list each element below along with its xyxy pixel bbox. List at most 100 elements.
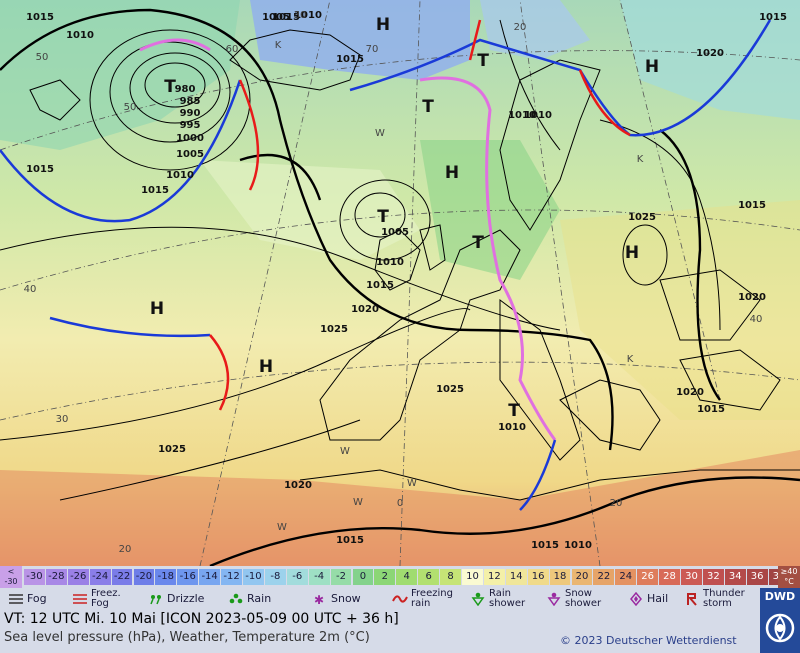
isobar-value-label: 1020 xyxy=(284,480,312,491)
legend-thunderstorm-line2: storm xyxy=(703,598,732,609)
isobar-value-label: 1015 xyxy=(336,535,364,546)
rain-shower-icon xyxy=(471,592,485,606)
legend-snow-label: Snow xyxy=(331,592,361,605)
chart-info: VT: 12 UTC Mi. 10 Mai [ICON 2023-05-09 0… xyxy=(0,610,760,653)
isobar-value-label: 1010 xyxy=(498,422,526,433)
temperature-isoline-label: W xyxy=(277,522,287,533)
legend-rain-shower-line1: Rain xyxy=(489,588,511,599)
scale-max-value: ≥40 xyxy=(780,567,798,576)
scale-cell: 2 xyxy=(374,569,396,585)
rain-icon xyxy=(229,593,243,604)
dwd-swirl-icon xyxy=(765,613,795,643)
isobar-value-label: 1005 xyxy=(262,12,290,23)
high-pressure-label: H xyxy=(625,243,639,263)
scale-cell: 28 xyxy=(659,569,680,585)
legend-hail-label: Hail xyxy=(647,592,669,605)
scale-cell: 8 xyxy=(440,569,461,585)
legend-fog-label: Fog xyxy=(27,592,47,605)
high-pressure-label: H xyxy=(645,57,659,77)
scale-cell: -20 xyxy=(133,569,155,585)
temperature-isoline-label: 30 xyxy=(56,414,69,425)
isobar-value-label: 1020 xyxy=(676,387,704,398)
low-pressure-label: T xyxy=(422,97,434,117)
scale-cell: 4 xyxy=(396,569,418,585)
temperature-isoline-label: K xyxy=(627,354,634,365)
temperature-isoline-label: 20 xyxy=(119,544,132,555)
scale-cell: -14 xyxy=(199,569,221,585)
temperature-isoline-label: 70 xyxy=(366,44,379,55)
legend-rain-shower-label: Rain shower xyxy=(489,589,525,609)
low-pressure-label: T xyxy=(477,51,489,71)
temperature-isoline-label: 30 xyxy=(294,10,307,21)
legend-snow-shower: Snow shower xyxy=(546,588,601,610)
scale-cell: -2 xyxy=(330,569,352,585)
scale-cell: -22 xyxy=(111,569,133,585)
freezing-fog-icon xyxy=(73,594,87,604)
low-pressure-label: T xyxy=(472,233,484,253)
weather-legend: Fog Freez. Fog Drizzle Rain ✱ Snow Freezi… xyxy=(0,588,760,610)
isobar-value-label: 1025 xyxy=(436,384,464,395)
scale-cell: 20 xyxy=(571,569,593,585)
scale-max-unit: °C xyxy=(784,577,794,586)
isobar-value-label: 1015 xyxy=(336,54,364,65)
isobar-value-label: 1010 xyxy=(294,10,322,21)
hail-icon xyxy=(630,592,642,606)
temperature-isoline-label: W xyxy=(407,478,417,489)
isobar-value-label: 1010 xyxy=(564,540,592,551)
legend-snow-shower-line2: shower xyxy=(565,598,602,609)
scale-cell: -6 xyxy=(286,569,308,585)
legend-freezing-fog-line2: Fog xyxy=(91,598,109,609)
scale-cell: -24 xyxy=(89,569,111,585)
isobar-value-label: 1015 xyxy=(697,404,725,415)
isobar-value-label: 995 xyxy=(180,120,201,131)
scale-cell: 16 xyxy=(527,569,549,585)
scale-cell: 10 xyxy=(462,569,483,585)
temperature-isoline-label: K xyxy=(275,40,282,51)
scale-cell: -18 xyxy=(155,569,177,585)
high-pressure-label: H xyxy=(376,15,390,35)
low-pressure-label: T xyxy=(508,401,520,421)
legend-freezing-rain-line2: rain xyxy=(411,598,431,609)
isobar-value-label: 1010 xyxy=(376,257,404,268)
isobar-value-label: 1025 xyxy=(628,212,656,223)
scale-cell: -12 xyxy=(221,569,242,585)
scale-cell: 0 xyxy=(352,569,374,585)
scale-cell: 36 xyxy=(746,569,768,585)
scale-cell: 26 xyxy=(637,569,659,585)
snow-shower-icon xyxy=(547,592,561,606)
legend-rain: Rain xyxy=(228,588,271,610)
scale-cell: 22 xyxy=(593,569,615,585)
scale-cell: -16 xyxy=(177,569,199,585)
snow-icon: ✱ xyxy=(314,593,324,606)
isobar-value-label: 1010 xyxy=(166,170,194,181)
temperature-isoline-label: K xyxy=(637,154,644,165)
temperature-isoline-label: 50 xyxy=(124,102,137,113)
legend-hail: Hail xyxy=(628,588,668,610)
isobar-value-label: 1010 xyxy=(66,30,94,41)
legend-rain-shower: Rain shower xyxy=(470,588,525,610)
scale-cell: 14 xyxy=(505,569,527,585)
scale-cell: 24 xyxy=(615,569,637,585)
scale-cell: -26 xyxy=(67,569,89,585)
thunderstorm-icon xyxy=(687,593,697,606)
legend-thunderstorm: Thunder storm xyxy=(684,588,745,610)
scale-max-cell: ≥40 °C xyxy=(778,566,800,589)
scale-cell: 12 xyxy=(483,569,505,585)
low-pressure-label: T xyxy=(377,207,389,227)
isobar-value-label: 1015 xyxy=(26,12,54,23)
scale-min-value: -30 xyxy=(4,577,18,586)
legend-drizzle-label: Drizzle xyxy=(167,592,205,605)
isobar-value-label: 1015 xyxy=(759,12,787,23)
temperature-isoline-label: 50 xyxy=(36,52,49,63)
legend-thunderstorm-label: Thunder storm xyxy=(703,589,745,609)
scale-min-symbol: < xyxy=(7,567,15,576)
scale-cell: -10 xyxy=(243,569,264,585)
legend-freezing-fog-line1: Freez. xyxy=(91,588,121,599)
isobar-value-label: 1015 xyxy=(531,540,559,551)
isobar-value-label: 1015 xyxy=(26,164,54,175)
scale-cell: -28 xyxy=(45,569,67,585)
dwd-logo-text: DWD xyxy=(764,590,796,603)
isobar-value-label: 990 xyxy=(180,108,201,119)
